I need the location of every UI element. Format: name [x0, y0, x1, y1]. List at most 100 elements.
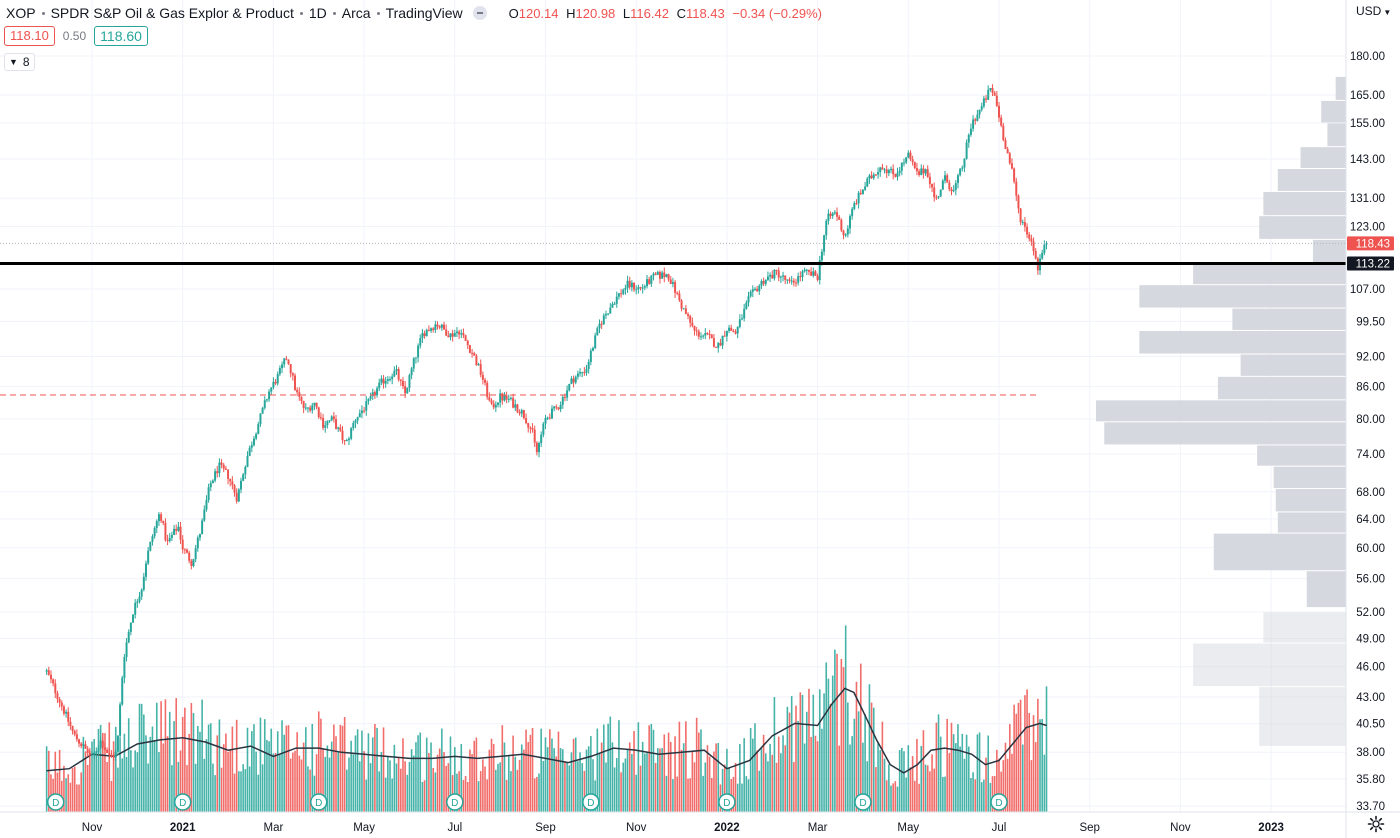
volume-bar: [225, 733, 227, 812]
volume-bar: [559, 748, 562, 812]
time-tick-label: Nov: [82, 822, 103, 834]
volume-bar: [138, 703, 141, 812]
candle-body: [594, 335, 597, 349]
volume-bar: [114, 726, 117, 812]
candle-body: [652, 273, 655, 276]
candle-body: [488, 397, 491, 401]
volume-bar: [415, 742, 417, 812]
exchange-label: Arca: [341, 5, 371, 21]
price-tick-label: 80.00: [1356, 414, 1385, 426]
time-tick-label: 2021: [170, 822, 196, 834]
candle-body: [451, 333, 454, 337]
volume-bar: [155, 702, 158, 812]
candle-body: [775, 270, 778, 272]
candle-body: [289, 364, 292, 374]
gear-icon[interactable]: [1367, 815, 1385, 833]
candle-body: [816, 275, 819, 280]
candle-body: [987, 89, 990, 100]
candle-body: [404, 386, 407, 394]
candle-body: [86, 748, 89, 753]
indicators-toggle[interactable]: ▼ 8: [4, 53, 35, 71]
level-text: 113.22: [1356, 259, 1390, 271]
candle-body: [395, 369, 398, 371]
volume-bar: [93, 739, 95, 812]
volume-bar: [754, 723, 756, 812]
candle-body: [587, 362, 590, 370]
volume-bar: [479, 771, 482, 812]
volume-bar: [45, 746, 48, 812]
volume-bar: [851, 736, 853, 812]
volume-bar: [620, 772, 622, 812]
volume-bar: [546, 747, 549, 812]
volume-bar: [1028, 713, 1031, 812]
candle-body: [1041, 252, 1044, 259]
volume-bar: [110, 780, 113, 812]
candle-body: [49, 674, 52, 680]
volume-bar: [970, 778, 972, 812]
volume-bar: [512, 735, 514, 812]
candle-body: [773, 270, 776, 279]
candle-body: [352, 423, 355, 429]
candle-body: [956, 175, 959, 184]
volume-bar: [624, 758, 627, 812]
candle-body: [890, 168, 893, 171]
candle-body: [97, 748, 100, 752]
volume-bar: [270, 728, 273, 812]
volume-bar: [836, 653, 838, 812]
volume-bar: [708, 756, 711, 812]
volume-bar: [838, 745, 840, 812]
time-tick-label: 2022: [714, 822, 740, 834]
candle-body: [892, 168, 895, 175]
dividend-marker: D: [582, 793, 600, 811]
eye-icon[interactable]: [472, 6, 487, 20]
volume-bar: [859, 663, 862, 812]
volume-bar: [203, 758, 206, 812]
candle-body: [177, 526, 180, 531]
volume-bar: [536, 776, 538, 812]
candle-body: [933, 187, 936, 198]
volume-bar: [957, 724, 959, 812]
price-tick-label: 43.00: [1356, 692, 1385, 704]
currency-selector[interactable]: USD ▼: [1356, 4, 1391, 18]
candle-body: [427, 329, 430, 331]
dividend-label: D: [451, 798, 458, 809]
candle-body: [293, 375, 296, 390]
volume-bar: [127, 718, 130, 812]
symbol-ticker[interactable]: XOP: [6, 5, 36, 21]
candle-body: [194, 548, 197, 560]
currency-label: USD: [1356, 4, 1382, 18]
candle-body: [410, 368, 413, 376]
volume-bar: [855, 681, 858, 812]
volume-bar: [818, 689, 821, 812]
candle-body: [490, 400, 493, 404]
volume-bar: [557, 731, 560, 812]
buy-button[interactable]: 118.60: [94, 26, 148, 46]
volume-bar: [428, 753, 430, 812]
volume-bar: [63, 765, 65, 812]
volume-bar: [495, 769, 497, 812]
volume-bar: [490, 738, 493, 812]
volume-bar: [961, 733, 964, 812]
volume-bar: [69, 782, 72, 812]
volume-bar: [279, 753, 281, 812]
sell-button[interactable]: 118.10: [4, 26, 55, 46]
candle-body: [969, 128, 972, 135]
candle-body: [287, 359, 290, 365]
volume-bar: [311, 723, 314, 812]
volume-bar: [488, 749, 491, 812]
interval-label[interactable]: 1D: [308, 5, 327, 21]
dividend-marker: D: [990, 793, 1008, 811]
volume-bar: [242, 764, 244, 812]
candle-body: [425, 329, 428, 337]
volume-bar: [335, 736, 337, 812]
volume-bar: [883, 758, 886, 812]
candle-body: [101, 740, 104, 748]
volume-bar: [441, 728, 443, 812]
volume-bar: [853, 718, 856, 812]
volume-bar: [916, 738, 918, 812]
volume-bar: [717, 743, 720, 812]
volume-bar: [600, 742, 603, 812]
candle-body: [144, 563, 147, 577]
candle-body: [54, 683, 57, 694]
